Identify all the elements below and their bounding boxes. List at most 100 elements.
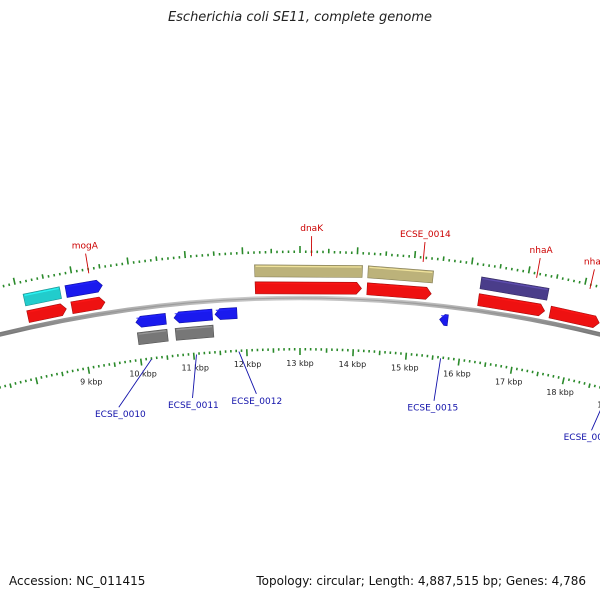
tick-mark	[61, 371, 64, 377]
tick-mark	[19, 280, 22, 284]
tick-mark	[8, 283, 11, 287]
tick-mark	[14, 382, 17, 385]
tick-mark	[113, 362, 116, 367]
gene-feature-highlight	[369, 266, 433, 273]
tick-mark	[192, 352, 196, 360]
genome-backbone	[0, 295, 600, 337]
tick-mark	[4, 384, 7, 388]
gene-label[interactable]: ECSE_0010	[95, 410, 146, 420]
tick-mark	[98, 263, 101, 269]
scale-label: 16 kbp	[443, 369, 471, 378]
gene-feature[interactable]	[367, 265, 434, 284]
label-leader-line	[433, 358, 442, 401]
tick-mark	[588, 383, 591, 389]
tick-mark	[431, 355, 434, 360]
tick-mark	[19, 380, 22, 384]
scale-label: 12 kbp	[234, 360, 262, 369]
tick-mark	[166, 355, 169, 360]
tick-mark	[552, 374, 555, 378]
tick-mark	[413, 251, 417, 259]
gene-label[interactable]: nhaA	[530, 246, 554, 256]
gene-feature[interactable]	[64, 279, 103, 298]
scale-label: 14 kbp	[339, 360, 367, 369]
tick-mark	[584, 277, 588, 285]
gene-feature-highlight	[24, 287, 59, 296]
tick-mark	[24, 379, 27, 383]
tick-mark	[41, 274, 44, 279]
gene-label[interactable]: ECSE_0012	[231, 397, 282, 407]
gene-label[interactable]: ECSE_0018	[564, 433, 600, 443]
gene-feature[interactable]	[477, 293, 546, 317]
gene-feature-highlight	[255, 265, 362, 268]
tick-mark	[35, 377, 39, 385]
tick-mark	[578, 380, 581, 384]
tick-mark	[50, 373, 53, 377]
gene-label[interactable]: ECSE_0011	[168, 401, 219, 411]
tick-mark	[593, 384, 596, 388]
gene-labels: mogA dnaK ECSE_0014 nhaA nhaR ECSE_0010 ECSE_0…	[72, 224, 600, 443]
tick-mark	[40, 376, 43, 379]
gene-feature[interactable]	[254, 281, 362, 295]
gene-feature-highlight	[27, 304, 61, 313]
tick-mark	[572, 279, 576, 283]
gene-feature-highlight	[368, 283, 427, 290]
tick-mark	[484, 362, 487, 367]
label-leader-line	[422, 241, 426, 262]
gene-feature[interactable]	[548, 305, 600, 328]
gene-feature[interactable]	[135, 312, 167, 328]
tick-mark	[561, 277, 564, 280]
gene-label[interactable]: dnaK	[300, 224, 324, 234]
gene-feature-highlight	[136, 314, 165, 319]
label-leader-line	[85, 253, 90, 274]
gene-feature-highlight	[72, 297, 100, 304]
tick-mark	[573, 379, 576, 383]
gene-label[interactable]: mogA	[72, 242, 99, 252]
tick-mark	[55, 372, 59, 376]
tick-mark	[45, 374, 48, 378]
scale-label: 13 kbp	[286, 359, 314, 368]
gene-feature-highlight	[482, 277, 548, 291]
accession-text: Accession: NC_011415	[9, 574, 146, 588]
gene-feature[interactable]	[22, 286, 62, 307]
gene-feature[interactable]	[254, 264, 363, 278]
tick-mark	[9, 383, 12, 389]
scale-label: 18 kbp	[546, 388, 574, 397]
gene-label[interactable]: ECSE_0014	[400, 230, 451, 240]
gene-feature[interactable]	[70, 296, 106, 315]
tick-mark	[547, 373, 550, 377]
tick-mark	[24, 279, 28, 283]
tick-mark	[457, 358, 461, 366]
tick-mark	[509, 366, 513, 374]
tick-mark	[567, 278, 570, 282]
label-leader-line	[192, 354, 197, 399]
tick-mark	[561, 377, 565, 385]
tick-mark	[12, 277, 16, 285]
gene-feature-highlight	[138, 330, 167, 335]
genome-title: Escherichia coli SE11, complete genome	[167, 10, 433, 25]
tick-mark	[557, 376, 560, 379]
scale-label: 15 kbp	[391, 364, 419, 373]
label-leader-line	[589, 269, 595, 290]
label-leader-line	[238, 351, 257, 394]
gene-feature[interactable]	[26, 303, 67, 323]
gene-label[interactable]: nhaR	[584, 258, 600, 268]
scale-label: 19 kbp	[597, 401, 600, 410]
tick-mark	[30, 278, 33, 282]
tick-mark	[155, 256, 158, 262]
scale-label: 10 kbp	[129, 369, 157, 378]
gene-feature[interactable]	[479, 276, 550, 301]
gene-label[interactable]: ECSE_0015	[407, 404, 458, 414]
tick-mark	[583, 382, 586, 385]
gene-feature-highlight	[441, 314, 448, 317]
tick-mark	[442, 256, 445, 262]
feature-track	[22, 264, 600, 346]
gene-feature-highlight	[551, 307, 596, 318]
tick-mark	[183, 251, 187, 259]
gene-feature[interactable]	[366, 282, 432, 300]
gene-feature-highlight	[176, 326, 213, 331]
tick-mark	[556, 274, 559, 279]
tick-mark	[2, 284, 5, 288]
tick-mark	[499, 263, 502, 269]
